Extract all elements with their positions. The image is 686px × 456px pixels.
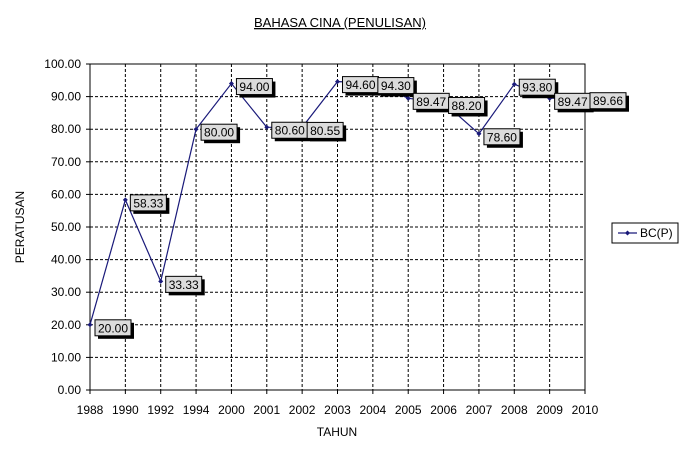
data-label-box bbox=[200, 123, 238, 141]
data-label: 94.00 bbox=[235, 78, 276, 98]
data-label-box bbox=[94, 319, 132, 337]
data-label-box bbox=[483, 128, 521, 146]
data-point bbox=[228, 81, 234, 87]
y-axis: 0.00 10.00 20.00 30.00 40.00 50.00 60.00 70.00 8… bbox=[44, 57, 90, 397]
legend-box bbox=[611, 222, 679, 244]
data-label-box bbox=[129, 194, 167, 212]
y-axis-title: PERATUSAN bbox=[13, 191, 27, 263]
data-label-text: 33.33 bbox=[169, 278, 199, 292]
data-label-text: 94.00 bbox=[239, 80, 269, 94]
data-label-box bbox=[306, 121, 344, 139]
y-tick-label: 100.00 bbox=[44, 57, 81, 71]
y-tick-label: 40.00 bbox=[51, 253, 81, 267]
x-tick-label: 2008 bbox=[501, 403, 528, 417]
y-tick-label: 60.00 bbox=[51, 187, 81, 201]
data-label: 94.60 bbox=[342, 76, 382, 96]
data-label: 88.20 bbox=[448, 96, 488, 117]
data-label-text: 80.00 bbox=[204, 126, 234, 140]
data-point bbox=[122, 197, 128, 203]
y-tick-label: 30.00 bbox=[51, 285, 81, 299]
data-point bbox=[264, 124, 270, 130]
y-tick-label: 70.00 bbox=[51, 155, 81, 169]
x-tick-label: 2009 bbox=[536, 403, 563, 417]
x-tick-label: 2007 bbox=[466, 403, 493, 417]
data-label-text: 94.60 bbox=[345, 78, 375, 92]
data-label: 80.00 bbox=[200, 123, 241, 144]
data-point bbox=[476, 131, 482, 137]
data-label-text: 93.80 bbox=[522, 81, 552, 95]
data-label: 58.33 bbox=[129, 194, 170, 214]
data-label-text: 89.66 bbox=[593, 94, 623, 108]
y-tick-label: 90.00 bbox=[51, 90, 81, 104]
data-point bbox=[405, 95, 411, 101]
data-label: 89.66 bbox=[589, 92, 629, 112]
data-label-box bbox=[235, 78, 273, 96]
x-tick-label: 2005 bbox=[395, 403, 422, 417]
legend-label: BC(P) bbox=[640, 226, 673, 240]
x-tick-label: 2000 bbox=[218, 403, 245, 417]
data-label: 89.47 bbox=[412, 92, 453, 113]
y-tick-label: 0.00 bbox=[58, 383, 82, 397]
x-tick-label: 2001 bbox=[253, 403, 280, 417]
data-label-text: 58.33 bbox=[133, 196, 163, 210]
legend-marker bbox=[625, 230, 630, 236]
x-axis: 1988 1990 1992 1994 2000 2001 2002 2003 2004 2005… bbox=[77, 390, 599, 417]
grid bbox=[90, 64, 585, 390]
x-tick-label: 2010 bbox=[572, 403, 599, 417]
y-tick-label: 20.00 bbox=[51, 318, 81, 332]
data-label-box bbox=[589, 92, 627, 110]
y-tick-label: 80.00 bbox=[51, 122, 81, 136]
x-tick-label: 2003 bbox=[324, 403, 351, 417]
x-tick-label: 2006 bbox=[430, 403, 457, 417]
data-point bbox=[511, 81, 517, 87]
data-point bbox=[87, 322, 93, 328]
y-tick-label: 10.00 bbox=[51, 350, 81, 364]
x-axis-title: TAHUN bbox=[317, 425, 357, 439]
data-label: 33.33 bbox=[165, 275, 205, 296]
data-label-text: 94.30 bbox=[381, 79, 411, 93]
data-label-text: 78.60 bbox=[487, 130, 517, 144]
data-label: 93.80 bbox=[518, 78, 559, 99]
data-point bbox=[193, 126, 199, 132]
data-label-box bbox=[448, 96, 486, 114]
data-label-text: 80.55 bbox=[310, 124, 340, 138]
x-tick-label: 2004 bbox=[360, 403, 387, 417]
data-label: 80.60 bbox=[271, 121, 311, 142]
data-label-text: 89.47 bbox=[416, 95, 446, 109]
data-label-box bbox=[377, 77, 415, 95]
data-label-box bbox=[165, 275, 203, 293]
data-label: 94.30 bbox=[377, 77, 417, 97]
data-label-text: 88.20 bbox=[452, 99, 482, 113]
x-tick-label: 1990 bbox=[112, 403, 139, 417]
y-tick-label: 50.00 bbox=[51, 220, 81, 234]
data-labels: 20.00 58.33 33.33 80.00 94.00 80.60 80.55 94.60… bbox=[94, 76, 629, 339]
data-label-text: 80.60 bbox=[275, 124, 305, 138]
chart-title: BAHASA CINA (PENULISAN) bbox=[254, 15, 426, 30]
x-tick-label: 1994 bbox=[183, 403, 210, 417]
x-tick-label: 1992 bbox=[147, 403, 174, 417]
data-label: 89.47 bbox=[554, 92, 594, 113]
x-tick-label: 1988 bbox=[77, 403, 104, 417]
legend: BC(P) bbox=[611, 222, 679, 244]
data-label-text: 20.00 bbox=[98, 321, 128, 335]
data-label-text: 89.47 bbox=[558, 95, 588, 109]
data-label: 20.00 bbox=[94, 319, 134, 339]
data-point bbox=[335, 79, 340, 85]
data-label: 80.55 bbox=[306, 121, 347, 142]
data-label-box bbox=[518, 78, 556, 96]
data-label: 78.60 bbox=[483, 128, 523, 148]
x-tick-label: 2002 bbox=[289, 403, 316, 417]
data-point bbox=[158, 278, 164, 284]
